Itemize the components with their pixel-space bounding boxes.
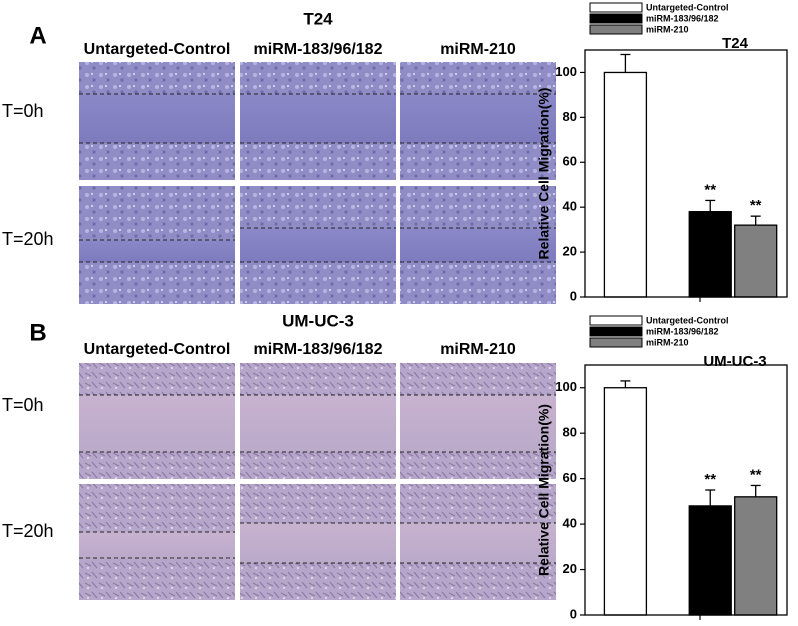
- bar: [734, 224, 778, 298]
- wound-gap: [400, 523, 556, 563]
- column-header: miRM-210: [440, 41, 516, 58]
- wound-gap: [79, 240, 235, 262]
- legend-swatch: [589, 337, 643, 348]
- legend-label: Untargeted-Control: [646, 2, 729, 12]
- row-label: T=20h: [2, 229, 54, 249]
- y-tick-label: 20: [563, 561, 577, 576]
- bar: [734, 496, 778, 616]
- bar: [688, 211, 732, 298]
- y-tick-label: 60: [563, 470, 577, 485]
- column-header: miRM-183/96/182: [254, 341, 383, 358]
- bar: [603, 387, 648, 616]
- row-label: T=20h: [2, 521, 54, 541]
- row-label: T=0h: [2, 395, 44, 415]
- y-tick-label: 80: [563, 425, 577, 440]
- wound-gap: [79, 395, 235, 452]
- legend-swatch: [589, 13, 643, 24]
- column-header: Untargeted-Control: [84, 41, 231, 58]
- significance: **: [704, 471, 716, 488]
- legend-label: Untargeted-Control: [646, 315, 729, 325]
- significance: **: [750, 197, 762, 214]
- legend-label: miRM-210: [646, 24, 689, 34]
- wound-gap: [240, 94, 396, 143]
- legend-swatch: [589, 24, 643, 35]
- y-tick-label: 0: [570, 288, 577, 303]
- legend-swatch: [589, 315, 643, 326]
- wound-gap: [79, 532, 235, 558]
- panel-label: A: [29, 22, 46, 49]
- column-header: Untargeted-Control: [84, 341, 231, 358]
- wound-gap: [400, 94, 556, 143]
- y-tick-label: 80: [563, 109, 577, 124]
- y-tick-label: 40: [563, 516, 577, 531]
- panel-label: B: [29, 319, 46, 346]
- wound-gap: [79, 94, 235, 143]
- wound-gap: [240, 523, 396, 563]
- plot-frame: [584, 49, 788, 298]
- legend-label: miRM-183/96/182: [646, 326, 719, 336]
- y-tick-label: 100: [555, 64, 577, 79]
- row-label: T=0h: [2, 101, 44, 121]
- wound-gap: [240, 228, 396, 262]
- image-panels: A T24 Untargeted-Control miRM-183/96/182 miR…: [2, 9, 556, 600]
- bar: [688, 505, 732, 616]
- y-tick-label: 100: [555, 379, 577, 394]
- legend-label: miRM-210: [646, 337, 689, 347]
- y-tick-label: 40: [563, 199, 577, 214]
- wound-gap: [400, 228, 556, 262]
- y-tick-label: 20: [563, 244, 577, 259]
- wound-gap: [400, 395, 556, 452]
- chart-title: UM-UC-3: [703, 353, 766, 370]
- panel-title: UM-UC-3: [282, 311, 354, 330]
- panel-title: T24: [303, 9, 333, 28]
- y-tick-label: 0: [570, 606, 577, 621]
- y-axis-label: Relative Cell Migration(%): [536, 88, 552, 260]
- y-tick-label: 60: [563, 154, 577, 169]
- legend-label: miRM-183/96/182: [646, 13, 719, 23]
- plot-frame: [584, 364, 788, 616]
- column-header: miRM-210: [440, 341, 516, 358]
- legend-swatch: [589, 326, 643, 337]
- column-header: miRM-183/96/182: [254, 41, 383, 58]
- wound-gap: [240, 395, 396, 452]
- significance: **: [750, 466, 762, 483]
- chart-title: T24: [722, 35, 749, 52]
- y-axis-label: Relative Cell Migration(%): [536, 404, 552, 576]
- bar: [603, 71, 648, 298]
- significance: **: [704, 181, 716, 198]
- legend-swatch: [589, 2, 643, 13]
